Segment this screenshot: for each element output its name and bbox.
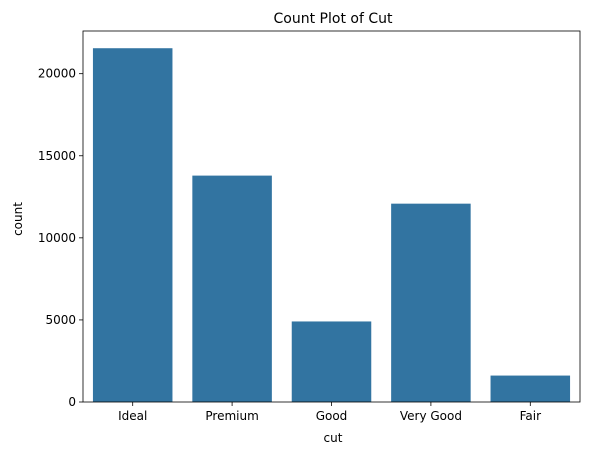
x-axis-title: cut	[324, 431, 343, 445]
y-axis-title: count	[11, 202, 25, 236]
y-tick-label: 20000	[38, 67, 76, 81]
bar-fair	[490, 375, 571, 402]
axes-frame	[82, 30, 581, 403]
x-tick-label: Fair	[520, 409, 541, 423]
chart-title: Count Plot of Cut	[274, 11, 393, 27]
bar-ideal	[92, 48, 173, 403]
bar-very-good	[391, 203, 471, 402]
x-tick-label: Very Good	[400, 409, 462, 423]
y-tick-label: 10000	[38, 231, 76, 245]
bar-good	[291, 321, 372, 402]
bar-premium	[192, 175, 272, 402]
x-tick-label: Ideal	[118, 409, 147, 423]
y-tick-label: 0	[68, 395, 76, 409]
x-tick-label: Premium	[205, 409, 258, 423]
y-tick-label: 5000	[45, 313, 76, 327]
y-tick-label: 15000	[38, 149, 76, 163]
x-tick-label: Good	[316, 409, 348, 423]
plot-area: Ideal Premium Good Very Good Fair 0 5000 10000 1…	[38, 30, 581, 423]
